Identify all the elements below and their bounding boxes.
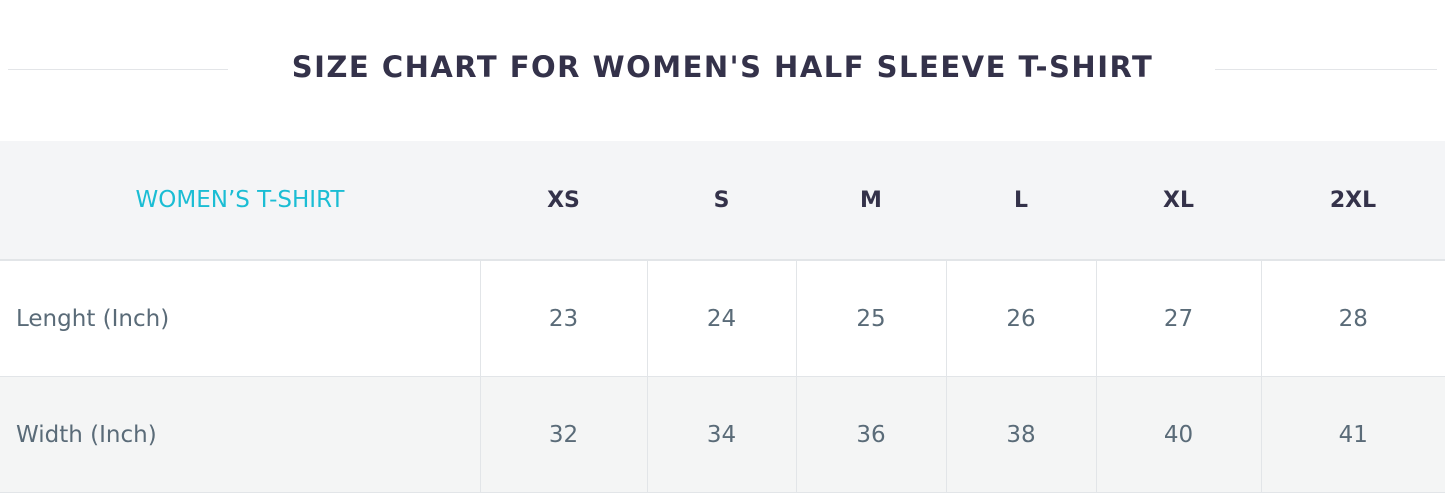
header-cell: L — [946, 141, 1096, 261]
header-cell: M — [796, 141, 946, 261]
table-cell: 26 — [945, 260, 1097, 377]
header-row: WOMEN’S T-SHIRT XS S M L XL 2XL — [0, 141, 1445, 261]
header-cell: XS — [480, 141, 647, 261]
table-cell: 38 — [945, 376, 1097, 493]
header-cell: WOMEN’S T-SHIRT — [0, 141, 480, 261]
table-cell: 41 — [1260, 376, 1445, 493]
row-label: Lenght (Inch) — [0, 260, 481, 377]
divider-left — [8, 69, 228, 70]
header-cell: XL — [1096, 141, 1261, 261]
page-title: SIZE CHART FOR WOMEN'S HALF SLEEVE T-SHI… — [291, 50, 1154, 84]
table-cell: 25 — [795, 260, 947, 377]
table-cell: 28 — [1260, 260, 1445, 377]
table-cell: 23 — [479, 260, 648, 377]
table-cell: 40 — [1095, 376, 1262, 493]
table-cell: 27 — [1095, 260, 1262, 377]
table-cell: 32 — [479, 376, 648, 493]
table-row: Width (Inch) 32 34 36 38 40 41 — [0, 376, 1445, 493]
header-cell: 2XL — [1261, 141, 1445, 261]
table-cell: 36 — [795, 376, 947, 493]
table-cell: 24 — [646, 260, 797, 377]
header-cell: S — [647, 141, 796, 261]
divider-right — [1215, 69, 1437, 70]
table-cell: 34 — [646, 376, 797, 493]
title-section: SIZE CHART FOR WOMEN'S HALF SLEEVE T-SHI… — [0, 46, 1445, 90]
size-chart-table: WOMEN’S T-SHIRT XS S M L XL 2XL Lenght (… — [0, 141, 1445, 493]
row-label: Width (Inch) — [0, 376, 481, 493]
table-row: Lenght (Inch) 23 24 25 26 27 28 — [0, 260, 1445, 377]
